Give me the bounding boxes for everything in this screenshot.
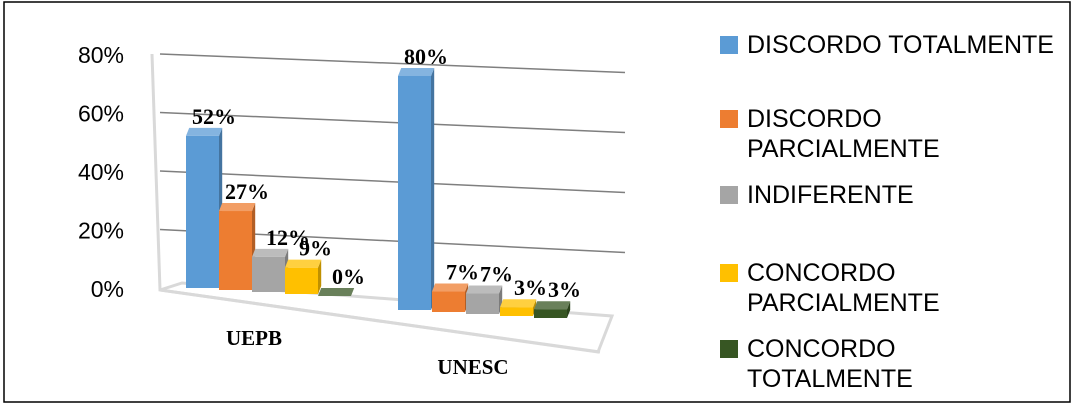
x-category-label: UNESC	[437, 355, 508, 379]
data-label: 7%	[480, 262, 513, 287]
data-label: 9%	[299, 236, 332, 261]
y-tick-label: 80%	[78, 42, 124, 68]
data-label: 3%	[548, 277, 581, 302]
bar	[500, 307, 533, 316]
data-label: 0%	[332, 264, 365, 289]
bar-top	[432, 283, 469, 292]
bar	[398, 76, 431, 310]
legend-swatch	[720, 340, 738, 358]
bar-top	[252, 248, 289, 257]
bar	[432, 291, 465, 312]
legend-item: DISCORDO PARCIALMENTE	[720, 104, 977, 164]
bar-top	[534, 301, 571, 310]
bar	[466, 293, 499, 314]
y-tick-label: 20%	[78, 218, 124, 244]
floor-outline	[159, 281, 615, 354]
legend-swatch	[720, 36, 738, 54]
x-category-label: UEPB	[226, 326, 282, 350]
legend-label: DISCORDO PARCIALMENTE	[747, 105, 940, 163]
y-axis-ticks: 0% 20% 40% 60% 80%	[78, 42, 124, 302]
bar-side	[567, 301, 571, 318]
gridline	[159, 53, 626, 74]
bar-top	[398, 68, 435, 76]
data-label: 7%	[446, 260, 479, 285]
data-labels: 52%27%12%9%0%80%7% 7%3% 3%	[192, 44, 581, 302]
chart-walls	[150, 53, 615, 354]
y-tick-label: 60%	[78, 101, 124, 127]
chart-outer-border	[3, 1, 1071, 403]
bar-side	[431, 68, 435, 310]
legend-label: INDIFERENTE	[747, 181, 914, 209]
bar-top	[219, 203, 256, 212]
legend-label: CONCORDO PARCIALMENTE	[747, 259, 940, 317]
y-tick-label: 0%	[91, 276, 124, 302]
x-axis-labels: UEPB UNESC	[226, 326, 509, 379]
legend-item: INDIFERENTE	[720, 180, 1067, 210]
legend-item: CONCORDO PARCIALMENTE	[720, 258, 977, 318]
bar-top	[186, 127, 223, 136]
gridline	[159, 111, 626, 134]
legend-label: CONCORDO TOTALMENTE	[747, 335, 913, 393]
gridline	[159, 170, 626, 194]
bar-top	[466, 285, 503, 294]
bar-side	[533, 299, 537, 316]
legend-swatch	[720, 110, 738, 128]
legend-item: CONCORDO TOTALMENTE	[720, 334, 1067, 394]
data-label: 27%	[225, 179, 269, 204]
bar-top	[500, 299, 537, 308]
bar	[252, 256, 285, 292]
data-label: 52%	[192, 104, 236, 129]
bar	[534, 309, 567, 318]
data-label: 80%	[404, 44, 448, 69]
data-label: 12%	[266, 225, 310, 250]
bar-side	[318, 259, 322, 294]
bar	[219, 211, 252, 290]
legend-item: DISCORDO TOTALMENTE	[720, 30, 1067, 60]
legend-label: DISCORDO TOTALMENTE	[747, 31, 1054, 59]
data-label: 3%	[514, 275, 547, 300]
bar-top	[318, 288, 355, 296]
legend-swatch	[720, 186, 738, 204]
bar	[285, 267, 318, 294]
bar-top	[285, 259, 322, 268]
legend-swatch	[720, 264, 738, 282]
bar	[186, 135, 219, 288]
bars	[186, 68, 571, 318]
y-tick-label: 40%	[78, 159, 124, 185]
